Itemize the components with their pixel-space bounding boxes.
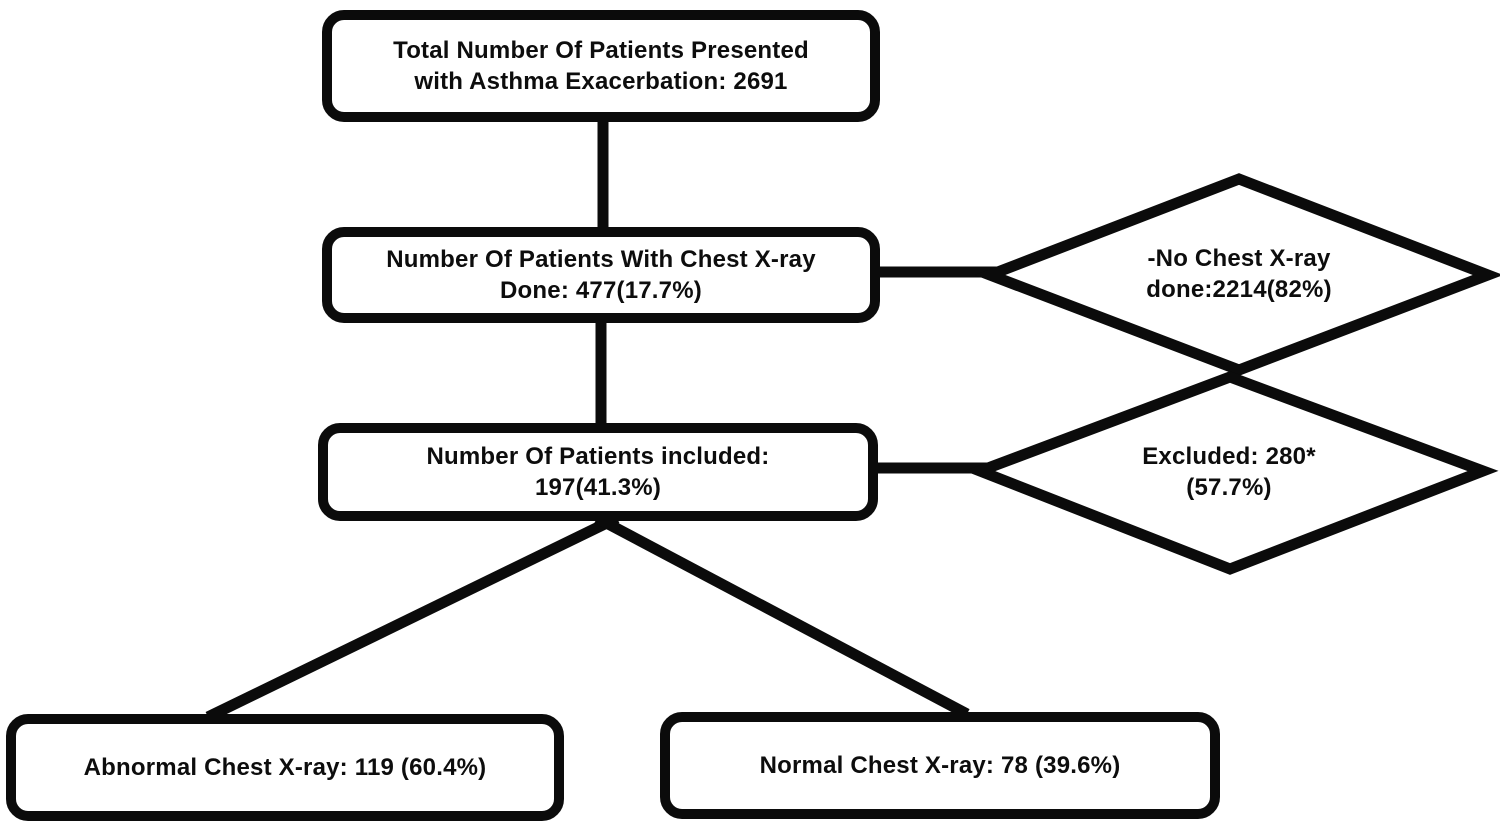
node-normal-cxr-line1: Normal Chest X-ray: 78 (39.6%) bbox=[759, 752, 1121, 779]
diamond-no-cxr bbox=[974, 173, 1500, 376]
node-cxr-done: Number Of Patients With Chest X-ray Done… bbox=[322, 227, 880, 323]
node-total-patients: Total Number Of Patients Presented with … bbox=[322, 10, 880, 122]
diamond-excluded bbox=[964, 371, 1499, 575]
node-cxr-done-line1: Number Of Patients With Chest X-ray bbox=[386, 246, 816, 273]
node-included: Number Of Patients included: 197(41.3%) bbox=[318, 423, 878, 521]
diamond-no-cxr-label: -No Chest X-ray done:2214(82%) bbox=[1054, 243, 1424, 305]
node-included-line1: Number Of Patients included: bbox=[426, 443, 770, 470]
connector-included-to-abnormal bbox=[205, 513, 620, 722]
diamond-excluded-label: Excluded: 280* (57.7%) bbox=[1044, 441, 1414, 503]
node-cxr-done-line2: Done: 477(17.7%) bbox=[500, 277, 702, 304]
diamond-no-cxr-line2: done:2214(82%) bbox=[1146, 276, 1332, 303]
node-included-line2: 197(41.3%) bbox=[534, 474, 662, 501]
node-total-patients-line2: with Asthma Exacerbation: 2691 bbox=[414, 68, 788, 95]
diamond-excluded-line2: (57.7%) bbox=[1186, 474, 1272, 501]
node-abnormal-cxr: Abnormal Chest X-ray: 119 (60.4%) bbox=[6, 714, 564, 821]
node-total-patients-line1: Total Number Of Patients Presented bbox=[393, 37, 809, 64]
connector-included-to-normal bbox=[594, 513, 970, 719]
diamond-excluded-line1: Excluded: 280* bbox=[1142, 443, 1316, 470]
node-normal-cxr: Normal Chest X-ray: 78 (39.6%) bbox=[660, 712, 1220, 819]
node-abnormal-cxr-line1: Abnormal Chest X-ray: 119 (60.4%) bbox=[83, 754, 487, 781]
diamond-no-cxr-line1: -No Chest X-ray bbox=[1147, 245, 1331, 272]
